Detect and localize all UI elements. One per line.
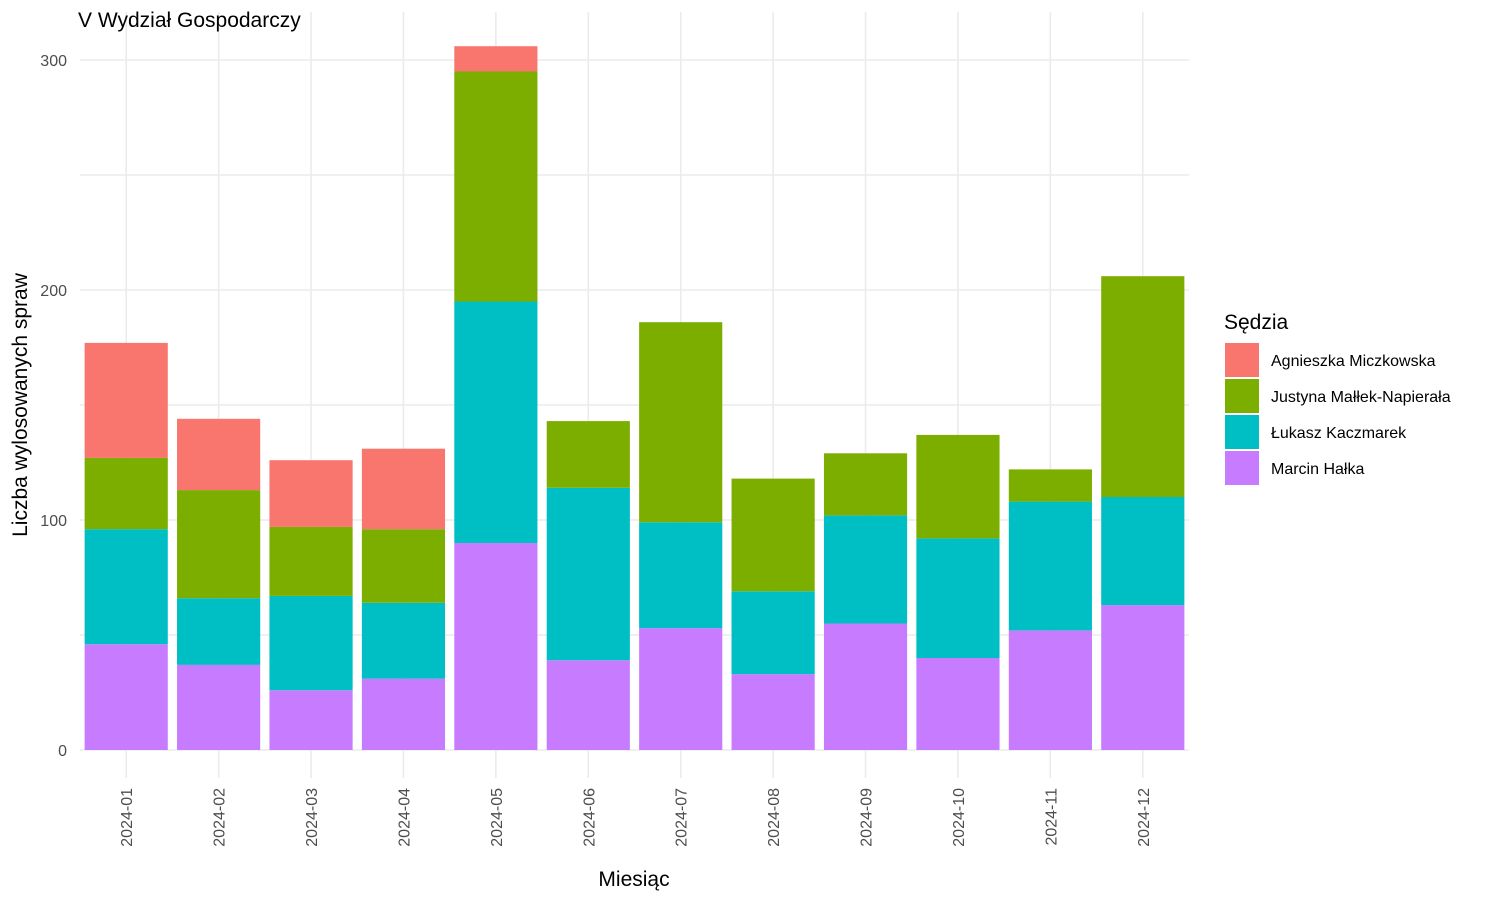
legend-title: Sędzia [1224,311,1289,334]
bar-segment [454,543,538,750]
bar-segment [731,478,815,592]
x-tick-label: 2024-11 [1043,788,1060,846]
x-tick-label: 2024-03 [304,788,321,847]
bar-segment [1008,469,1092,502]
x-axis-title: Miesiąc [598,868,669,891]
x-tick-label: 2024-08 [766,788,783,847]
bar-segment [269,526,353,596]
bar-segment [84,457,168,530]
bars [84,46,1185,750]
bar-segment [269,690,353,750]
x-tick-label: 2024-06 [581,788,598,847]
bar-segment [823,515,908,624]
bar-segment [454,71,538,302]
bar-segment [177,490,261,599]
bar-segment [177,418,261,491]
x-tick-label: 2024-02 [212,788,229,847]
legend-swatch [1225,343,1259,377]
y-axis-ticks: 0 100 200 300 [40,53,67,760]
bar-segment [916,658,1000,750]
x-tick-label: 2024-12 [1136,788,1153,847]
bar-segment [269,460,353,527]
bar-segment [177,598,261,665]
legend-items: Agnieszka Miczkowska Justyna Małłek-Napie… [1225,343,1451,485]
bar-segment [361,678,446,750]
x-axis-ticks: 2024-01 2024-02 2024-03 2024-04 2024-05 2024-… [119,788,1153,847]
y-tick-label: 200 [40,283,67,300]
x-tick-label: 2024-04 [396,788,413,847]
y-tick-label: 300 [40,53,67,70]
chart-title: V Wydział Gospodarczy [78,9,301,32]
bar-segment [823,453,908,516]
bar-segment [1101,276,1185,497]
bar-segment [1008,630,1092,750]
bar-segment [361,448,446,530]
y-tick-label: 0 [58,743,67,760]
bar-segment [361,529,446,603]
x-tick-label: 2024-07 [674,788,691,847]
legend-swatch [1225,379,1259,413]
bar-segment [546,660,630,750]
bar-segment [731,591,815,675]
y-axis-title: Liczba wylosowanych spraw [9,272,32,537]
bar-segment [84,342,168,458]
bar-segment [177,664,261,750]
bar-segment [546,421,630,488]
x-tick-label: 2024-09 [859,788,876,847]
bar-segment [546,487,630,661]
x-tick-label: 2024-05 [489,788,506,847]
bar-segment [84,529,168,645]
legend-label: Agnieszka Miczkowska [1271,353,1436,370]
bar-segment [639,522,723,629]
bar-segment [1101,497,1185,606]
legend-label: Marcin Hałka [1271,461,1364,478]
bar-segment [269,595,353,691]
bar-segment [454,301,538,543]
y-tick-label: 100 [40,513,67,530]
bar-segment [823,623,908,750]
bar-segment [1008,501,1092,631]
legend: Sędzia Agnieszka Miczkowska Justyna Małłe… [1224,311,1451,485]
bar-segment [731,674,815,750]
legend-swatch [1225,451,1259,485]
legend-label: Łukasz Kaczmarek [1271,425,1407,442]
legend-swatch [1225,415,1259,449]
bar-segment [84,644,168,750]
legend-label: Justyna Małłek-Napierała [1271,389,1451,406]
bar-segment [1101,605,1185,750]
bar-segment [916,538,1000,658]
bar-segment [639,628,723,750]
bar-segment [916,434,1000,539]
x-tick-label: 2024-01 [119,788,136,847]
x-tick-label: 2024-10 [951,788,968,847]
bar-segment [454,46,538,72]
bar-segment [361,602,446,679]
bar-segment [639,322,723,523]
